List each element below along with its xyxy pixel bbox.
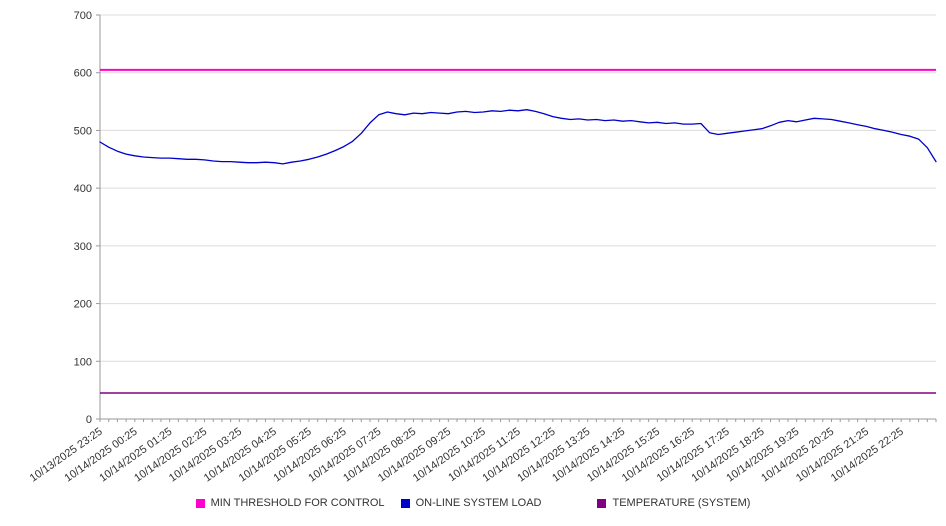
svg-text:600: 600 xyxy=(74,68,92,80)
legend-label-min-threshold: MIN THRESHOLD FOR CONTROL xyxy=(210,497,385,509)
legend-item-temperature: TEMPERATURE (SYSTEM) xyxy=(597,497,750,509)
svg-text:500: 500 xyxy=(74,125,92,137)
legend-label-temperature: TEMPERATURE (SYSTEM) xyxy=(612,497,751,509)
chart-legend: MIN THRESHOLD FOR CONTROL ON-LINE SYSTEM… xyxy=(0,497,946,509)
legend-item-system-load: ON-LINE SYSTEM LOAD xyxy=(400,497,542,509)
svg-text:400: 400 xyxy=(74,183,92,195)
svg-text:200: 200 xyxy=(74,299,92,311)
legend-swatch-purple-icon xyxy=(597,498,607,508)
svg-text:100: 100 xyxy=(74,356,92,368)
legend-item-min-threshold: MIN THRESHOLD FOR CONTROL xyxy=(195,497,385,509)
legend-label-system-load: ON-LINE SYSTEM LOAD xyxy=(415,497,542,509)
legend-swatch-blue-icon xyxy=(400,498,410,508)
svg-text:300: 300 xyxy=(74,241,92,253)
svg-text:0: 0 xyxy=(86,414,92,426)
legend-swatch-magenta-icon xyxy=(195,498,205,508)
svg-text:700: 700 xyxy=(74,10,92,22)
